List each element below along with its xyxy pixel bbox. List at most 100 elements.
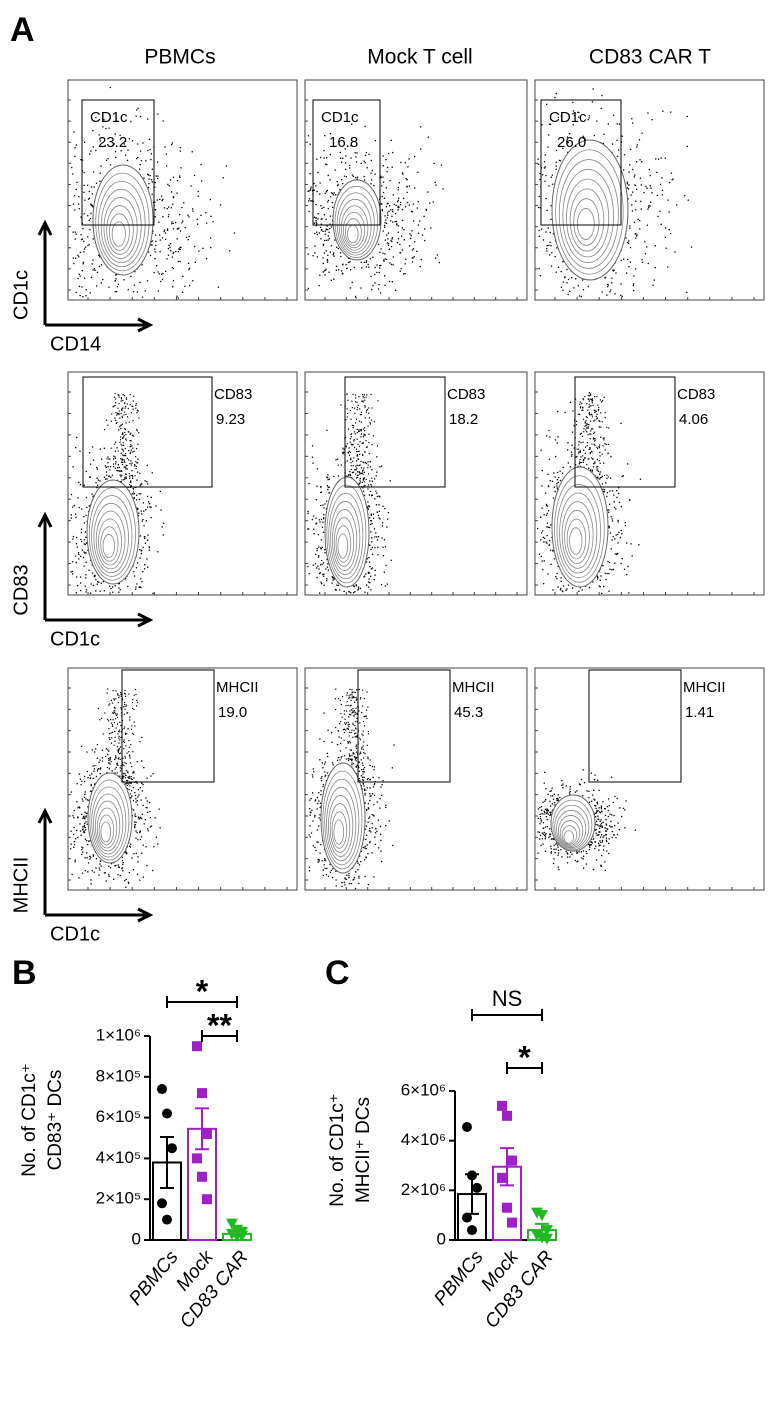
event-dot <box>608 591 609 592</box>
event-dot <box>81 286 82 287</box>
event-dot <box>131 475 132 476</box>
event-dot <box>602 454 603 455</box>
event-dot <box>632 210 633 211</box>
event-dot <box>181 222 182 223</box>
event-dot <box>589 406 590 407</box>
event-dot <box>600 399 601 400</box>
event-dot <box>369 453 370 454</box>
event-dot <box>403 198 404 199</box>
event-dot <box>366 584 367 585</box>
event-dot <box>604 437 605 438</box>
event-dot <box>192 280 193 281</box>
event-dot <box>610 289 611 290</box>
event-dot <box>644 241 645 242</box>
event-dot <box>548 510 549 511</box>
event-dot <box>371 513 372 514</box>
event-dot <box>547 506 548 507</box>
event-dot <box>406 178 407 179</box>
event-dot <box>349 167 350 168</box>
event-dot <box>168 216 169 217</box>
event-dot <box>130 446 131 447</box>
event-dot <box>121 448 122 449</box>
event-dot <box>325 274 326 275</box>
event-dot <box>599 446 600 447</box>
event-dot <box>134 575 135 576</box>
event-dot <box>168 255 169 256</box>
event-dot <box>75 838 76 839</box>
event-dot <box>129 478 130 479</box>
event-dot <box>578 444 579 445</box>
event-dot <box>361 467 362 468</box>
event-dot <box>429 203 430 204</box>
event-dot <box>331 192 332 193</box>
event-dot <box>361 262 362 263</box>
event-dot <box>135 408 136 409</box>
event-dot <box>629 228 630 229</box>
event-dot <box>605 412 606 413</box>
event-dot <box>336 266 337 267</box>
event-dot <box>325 164 326 165</box>
event-dot <box>669 182 670 183</box>
event-dot <box>86 852 87 853</box>
flow-plot: CD1c16.8 <box>305 80 527 300</box>
event-dot <box>387 217 388 218</box>
event-dot <box>364 495 365 496</box>
event-dot <box>358 429 359 430</box>
event-dot <box>584 426 585 427</box>
event-dot <box>113 463 114 464</box>
event-dot <box>85 577 86 578</box>
event-dot <box>590 434 591 435</box>
event-dot <box>614 501 615 502</box>
event-dot <box>405 162 406 163</box>
event-dot <box>347 408 348 409</box>
event-dot <box>379 265 380 266</box>
event-dot <box>598 409 599 410</box>
event-dot <box>355 296 356 297</box>
event-dot <box>623 259 624 260</box>
event-dot <box>392 211 393 212</box>
event-dot <box>384 275 385 276</box>
event-dot <box>120 589 121 590</box>
axis-arrow <box>45 319 150 331</box>
event-dot <box>327 201 328 202</box>
event-dot <box>137 462 138 463</box>
event-dot <box>407 192 408 193</box>
event-dot <box>382 522 383 523</box>
event-dot <box>383 165 384 166</box>
event-dot <box>160 281 161 282</box>
event-dot <box>354 431 355 432</box>
event-dot <box>346 446 347 447</box>
event-dot <box>315 518 316 519</box>
event-dot <box>89 220 90 221</box>
event-dot <box>562 290 563 291</box>
event-dot <box>114 405 115 406</box>
event-dot <box>138 432 139 433</box>
event-dot <box>402 209 403 210</box>
event-dot <box>110 466 111 467</box>
event-dot <box>154 272 155 273</box>
event-dot <box>140 557 141 558</box>
event-dot <box>93 269 94 270</box>
event-dot <box>588 399 589 400</box>
event-dot <box>115 458 116 459</box>
event-dot <box>582 398 583 399</box>
event-dot <box>112 475 113 476</box>
event-dot <box>156 265 157 266</box>
event-dot <box>370 491 371 492</box>
event-dot <box>387 238 388 239</box>
event-dot <box>624 569 625 570</box>
event-dot <box>367 467 368 468</box>
event-dot <box>368 461 369 462</box>
event-dot <box>123 451 124 452</box>
event-dot <box>381 203 382 204</box>
event-dot <box>85 247 86 248</box>
event-dot <box>548 134 549 135</box>
event-dot <box>539 268 540 269</box>
event-dot <box>363 462 364 463</box>
event-dot <box>378 284 379 285</box>
event-dot <box>108 758 109 759</box>
event-dot <box>414 156 415 157</box>
event-dot <box>182 221 183 222</box>
event-dot <box>550 550 551 551</box>
event-dot <box>616 497 617 498</box>
